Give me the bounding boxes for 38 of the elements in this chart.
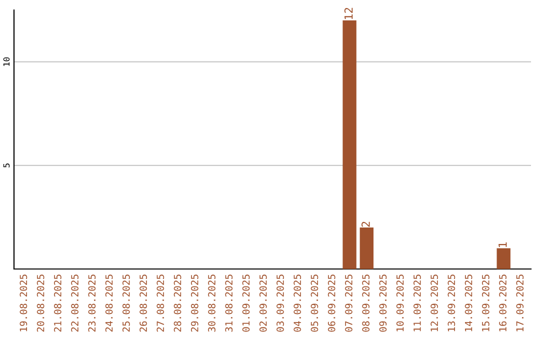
x-tick-label: 06.09.2025 bbox=[328, 274, 336, 332]
x-tick-label: 31.08.2025 bbox=[225, 274, 233, 332]
x-tick-label: 24.08.2025 bbox=[105, 274, 113, 332]
data-label: 12 bbox=[344, 8, 353, 20]
y-tick-label: 10 bbox=[3, 57, 10, 66]
x-tick-label: 21.08.2025 bbox=[54, 274, 62, 332]
x-tick-label: 16.09.2025 bbox=[499, 274, 506, 332]
x-tick-label: 23.08.2025 bbox=[88, 274, 96, 332]
x-tick-label: 26.08.2025 bbox=[140, 274, 147, 332]
x-tick-label: 30.08.2025 bbox=[208, 274, 216, 332]
x-tick-label: 12.09.2025 bbox=[430, 274, 438, 332]
x-tick-label: 19.08.2025 bbox=[20, 274, 28, 332]
x-tick-label: 29.08.2025 bbox=[190, 274, 198, 332]
x-tick-label: 22.08.2025 bbox=[71, 274, 78, 332]
x-tick-label: 17.09.2025 bbox=[516, 274, 524, 332]
data-label: 1 bbox=[498, 242, 507, 247]
x-tick-label: 07.09.2025 bbox=[345, 274, 352, 332]
x-tick-label: 09.09.2025 bbox=[379, 274, 387, 332]
x-tick-label: 13.09.2025 bbox=[448, 274, 456, 332]
x-tick-label: 04.09.2025 bbox=[294, 274, 302, 332]
x-tick-label: 03.09.2025 bbox=[276, 274, 284, 332]
x-tick-label: 20.08.2025 bbox=[36, 274, 44, 332]
bar bbox=[360, 228, 374, 269]
x-tick-label: 11.09.2025 bbox=[414, 274, 421, 332]
x-tick-label: 14.09.2025 bbox=[464, 274, 472, 332]
x-tick-label: 08.09.2025 bbox=[362, 274, 370, 332]
y-tick-label: 5 bbox=[3, 164, 10, 168]
x-tick-label: 25.08.2025 bbox=[122, 274, 130, 332]
data-label: 2 bbox=[362, 222, 370, 227]
x-tick-label: 15.09.2025 bbox=[482, 274, 490, 332]
x-tick-label: 10.09.2025 bbox=[396, 274, 404, 332]
bar bbox=[496, 248, 510, 269]
x-tick-label: 05.09.2025 bbox=[310, 274, 318, 332]
x-tick-label: 02.09.2025 bbox=[259, 274, 267, 332]
x-tick-label: 27.08.2025 bbox=[156, 274, 164, 332]
x-tick-label: 28.08.2025 bbox=[174, 274, 182, 332]
bar bbox=[342, 20, 356, 269]
x-tick-label: 01.09.2025 bbox=[242, 274, 250, 332]
